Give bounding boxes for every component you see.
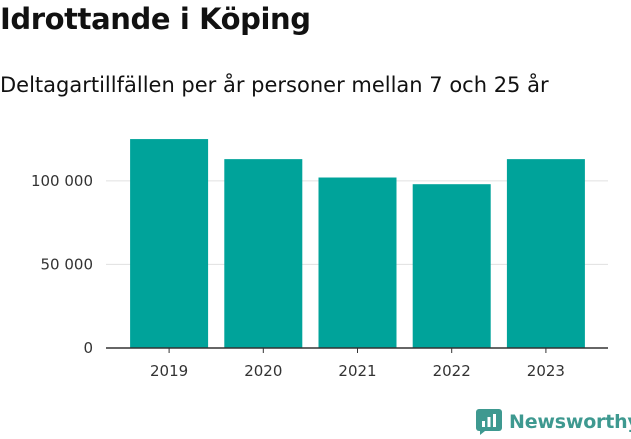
bar-2022 [412, 184, 491, 348]
x-tick-label: 2022 [433, 362, 471, 380]
chart-subtitle: Deltagartillfällen per år personer mella… [0, 73, 549, 97]
newsworthy-logo-icon [476, 409, 502, 435]
axes [106, 347, 608, 353]
x-tick-labels: 2019 2020 2021 2022 2023 [150, 362, 565, 380]
bar-2023 [506, 159, 585, 348]
y-tick-labels: 0 50 000 100 000 [31, 172, 93, 357]
bars [130, 139, 585, 348]
x-tick-label: 2019 [150, 362, 188, 380]
y-tick-label: 100 000 [31, 172, 93, 190]
bar-2021 [318, 177, 397, 348]
brand-name: Newsworthy [509, 411, 631, 433]
x-tick-label: 2023 [527, 362, 565, 380]
bar-2019 [130, 139, 209, 348]
y-tick-label: 50 000 [41, 255, 94, 273]
y-tick-label: 0 [83, 339, 93, 357]
bar-2020 [224, 159, 303, 348]
x-tick-label: 2020 [244, 362, 282, 380]
x-tick-label: 2021 [338, 362, 376, 380]
chart-title: Idrottande i Köping [0, 2, 311, 36]
brand-credit: Newsworthy [476, 408, 631, 436]
